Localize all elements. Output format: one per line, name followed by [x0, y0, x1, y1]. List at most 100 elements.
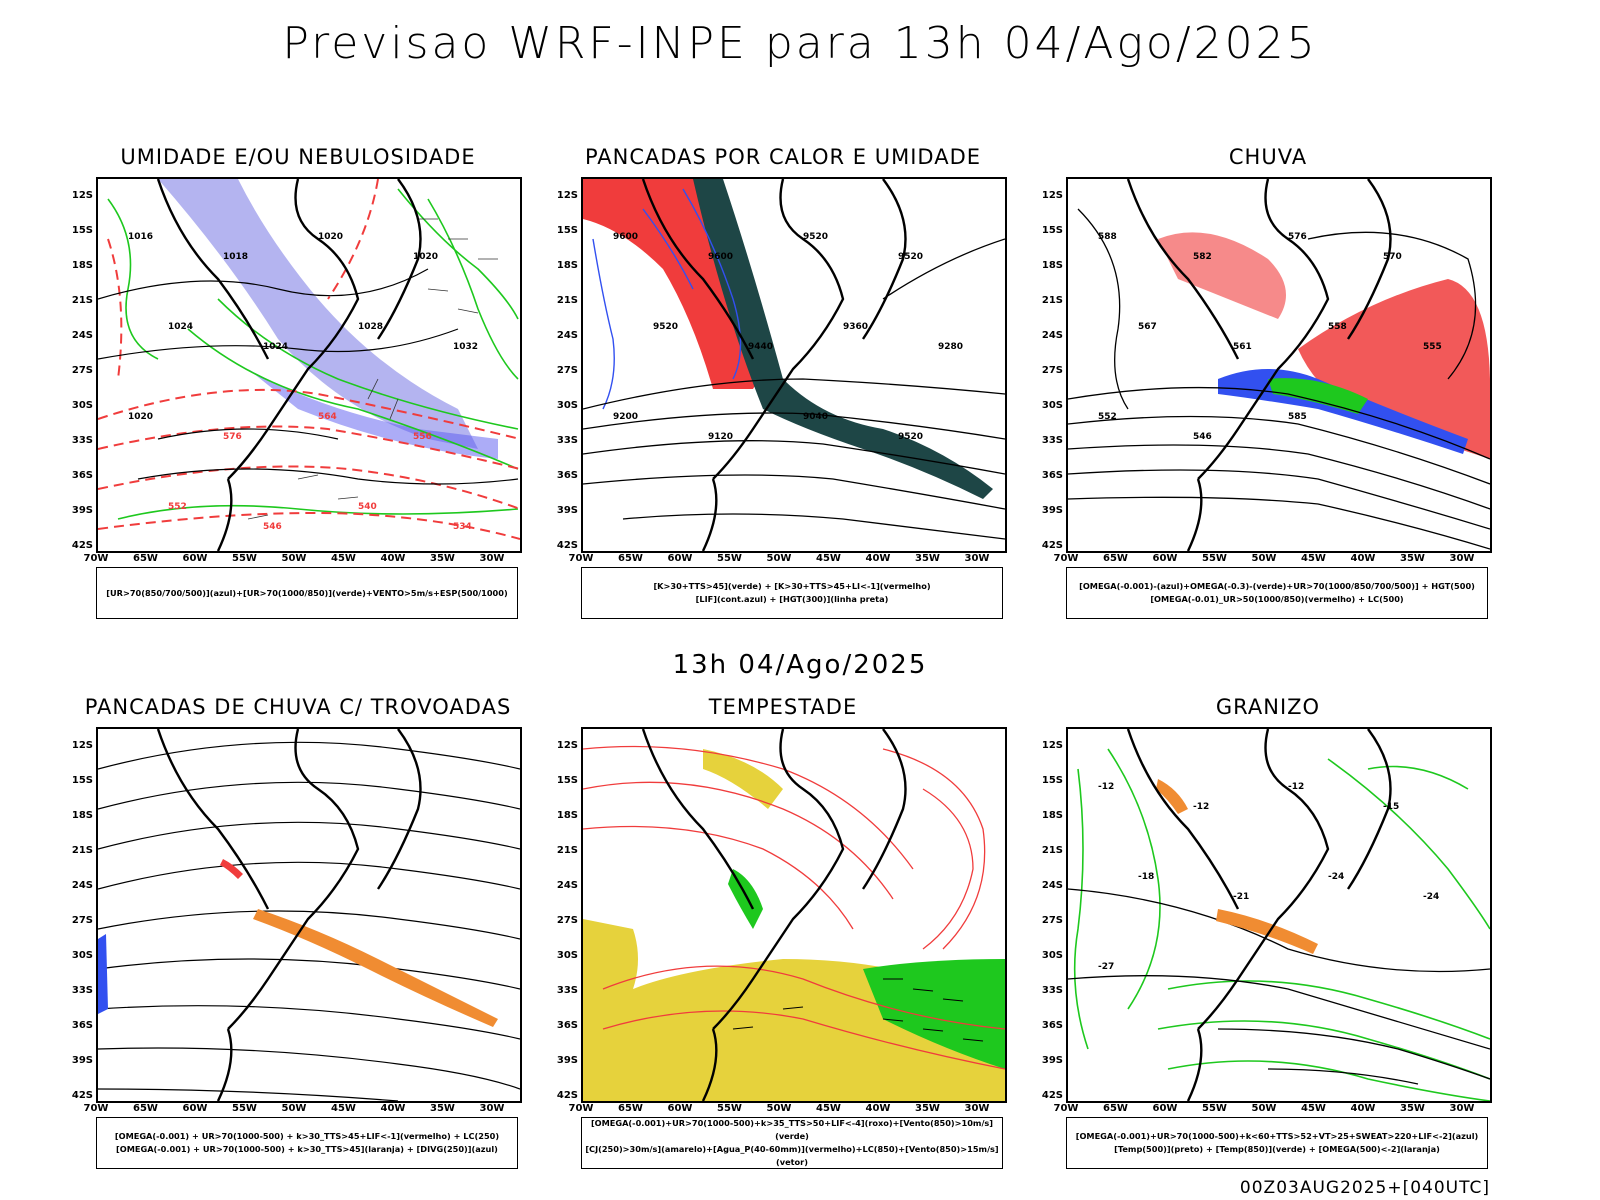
lon-tick-label: 70W [83, 1103, 109, 1114]
lat-tick-label: 21S [71, 295, 93, 306]
contour-value-label: -24 [1328, 872, 1344, 882]
contour-value-label: 9600 [708, 252, 733, 262]
lat-tick-label: 30S [1041, 950, 1063, 961]
lon-tick-label: 40W [1350, 553, 1376, 564]
lat-tick-label: 33S [71, 985, 93, 996]
lat-tick-label: 18S [556, 260, 578, 271]
contour-value-label: 9280 [938, 342, 963, 352]
lon-tick-label: 70W [1053, 553, 1079, 564]
pressure-contours [98, 268, 519, 485]
contour-value-label: 1016 [128, 232, 153, 242]
coastline-borders [641, 179, 907, 551]
lon-tick-label: 50W [766, 1103, 792, 1114]
contour-value-label: 552 [1098, 412, 1117, 422]
lat-tick-label: 39S [71, 505, 93, 516]
contour-value-label: 1018 [223, 252, 248, 262]
panel-legend: [UR>70(850/700/500)](azul)+[UR>70(1000/8… [96, 567, 518, 619]
green-omega-area [1268, 378, 1368, 414]
lon-tick-label: 65W [133, 553, 158, 564]
lat-tick-label: 21S [1041, 845, 1063, 856]
lon-tick-label: 30W [964, 553, 990, 564]
lat-tick-label: 15S [1041, 775, 1063, 786]
lon-tick-label: 60W [1152, 553, 1178, 564]
lon-tick-label: 45W [1301, 1103, 1326, 1114]
lat-tick-label: 27S [1041, 915, 1063, 926]
lat-tick-label: 18S [1041, 260, 1063, 271]
lon-tick-label: 70W [1053, 1103, 1079, 1114]
legend-line: [CJ(250)>30m/s](amarelo)+[Agua_P(40-60mm… [585, 1144, 999, 1167]
lon-tick-label: 50W [1251, 1103, 1277, 1114]
lat-tick-label: 24S [71, 330, 93, 341]
contour-value-label: 576 [223, 432, 242, 442]
wind-vectors [247, 218, 498, 520]
lat-tick-label: 12S [71, 740, 93, 751]
lat-tick-label: 42S [1041, 540, 1063, 551]
map-svg: 588 582 576 570 567 561 558 555 552 546 585 [1068, 179, 1490, 551]
coastline-borders [156, 179, 422, 551]
contour-value-label: 534 [453, 522, 472, 532]
mid-date: 13h 04/Ago/2025 [672, 650, 928, 680]
lon-tick-label: 65W [133, 1103, 158, 1114]
lat-tick-label: 12S [556, 190, 578, 201]
contour-value-label: 556 [413, 432, 432, 442]
contour-value-label: 576 [1288, 232, 1307, 242]
lon-tick-label: 35W [915, 1103, 940, 1114]
lat-tick-label: 33S [556, 435, 578, 446]
contour-value-label: -27 [1098, 962, 1114, 972]
legend-line: [UR>70(850/700/500)](azul)+[UR>70(1000/8… [106, 587, 508, 598]
map-area [581, 727, 1007, 1103]
lon-tick-label: 40W [1350, 1103, 1376, 1114]
lat-tick-label: 33S [1041, 435, 1063, 446]
panel-chuva: CHUVA 588 582 576 570 567 561 558 555 552 [1023, 145, 1513, 635]
blue-divergence-area [98, 934, 108, 1014]
contour-value-label: -15 [1383, 802, 1399, 812]
lon-tick-label: 30W [479, 553, 505, 564]
panel-legend: [OMEGA(-0.001)+UR>70(1000-500)+k>35_TTS>… [581, 1117, 1003, 1169]
red-storm-spot [220, 859, 243, 879]
lat-tick-label: 24S [71, 880, 93, 891]
lat-tick-label: 27S [71, 365, 93, 376]
lon-tick-label: 65W [1103, 1103, 1128, 1114]
temp850-contours [1073, 748, 1490, 1101]
lat-tick-label: 15S [71, 775, 93, 786]
contour-value-label: 9040 [803, 412, 828, 422]
lat-tick-label: 21S [1041, 295, 1063, 306]
contour-value-label: 588 [1098, 232, 1117, 242]
lat-tick-label: 15S [71, 225, 93, 236]
lon-tick-label: 35W [1400, 553, 1425, 564]
legend-line: [OMEGA(-0.001) + UR>70(1000-500) + k>30_… [114, 1131, 500, 1141]
contour-value-label: 1024 [263, 342, 288, 352]
orange-storm-area [253, 909, 498, 1027]
contour-value-label: 552 [168, 502, 187, 512]
lat-tick-label: 42S [71, 540, 93, 551]
lat-tick-label: 33S [71, 435, 93, 446]
lat-tick-label: 24S [556, 330, 578, 341]
map-svg: -12 -12 -12 -15 -18 -21 -24 -24 -27 [1068, 729, 1490, 1101]
lat-tick-label: 15S [1041, 225, 1063, 236]
lat-tick-label: 21S [556, 295, 578, 306]
lat-tick-label: 30S [71, 400, 93, 411]
lat-tick-label: 12S [556, 740, 578, 751]
panel-title: TEMPESTADE [708, 695, 858, 719]
lat-tick-label: 36S [556, 1020, 578, 1031]
coastline-borders [1126, 179, 1392, 551]
contour-value-label: 546 [1193, 432, 1212, 442]
panel-title: GRANIZO [1215, 695, 1321, 719]
lat-tick-label: 24S [556, 880, 578, 891]
lon-tick-label: 50W [281, 1103, 307, 1114]
legend-line: [Temp(500)](preto) + [Temp(850)](verde) … [1114, 1144, 1440, 1154]
lon-tick-label: 45W [331, 1103, 356, 1114]
lon-tick-label: 50W [1251, 553, 1277, 564]
lat-tick-label: 27S [71, 915, 93, 926]
contour-value-label: 1024 [168, 322, 193, 332]
coastline-borders [1126, 729, 1392, 1101]
lon-tick-label: 55W [717, 1103, 742, 1114]
contour-value-label: -21 [1233, 892, 1249, 902]
map-area [96, 727, 522, 1103]
temp500-contours [1068, 888, 1490, 1085]
lat-tick-label: 12S [71, 190, 93, 201]
lon-tick-label: 55W [1202, 553, 1227, 564]
panel-title: CHUVA [1228, 145, 1308, 169]
contour-value-label: 9520 [898, 432, 923, 442]
lat-tick-label: 30S [556, 950, 578, 961]
